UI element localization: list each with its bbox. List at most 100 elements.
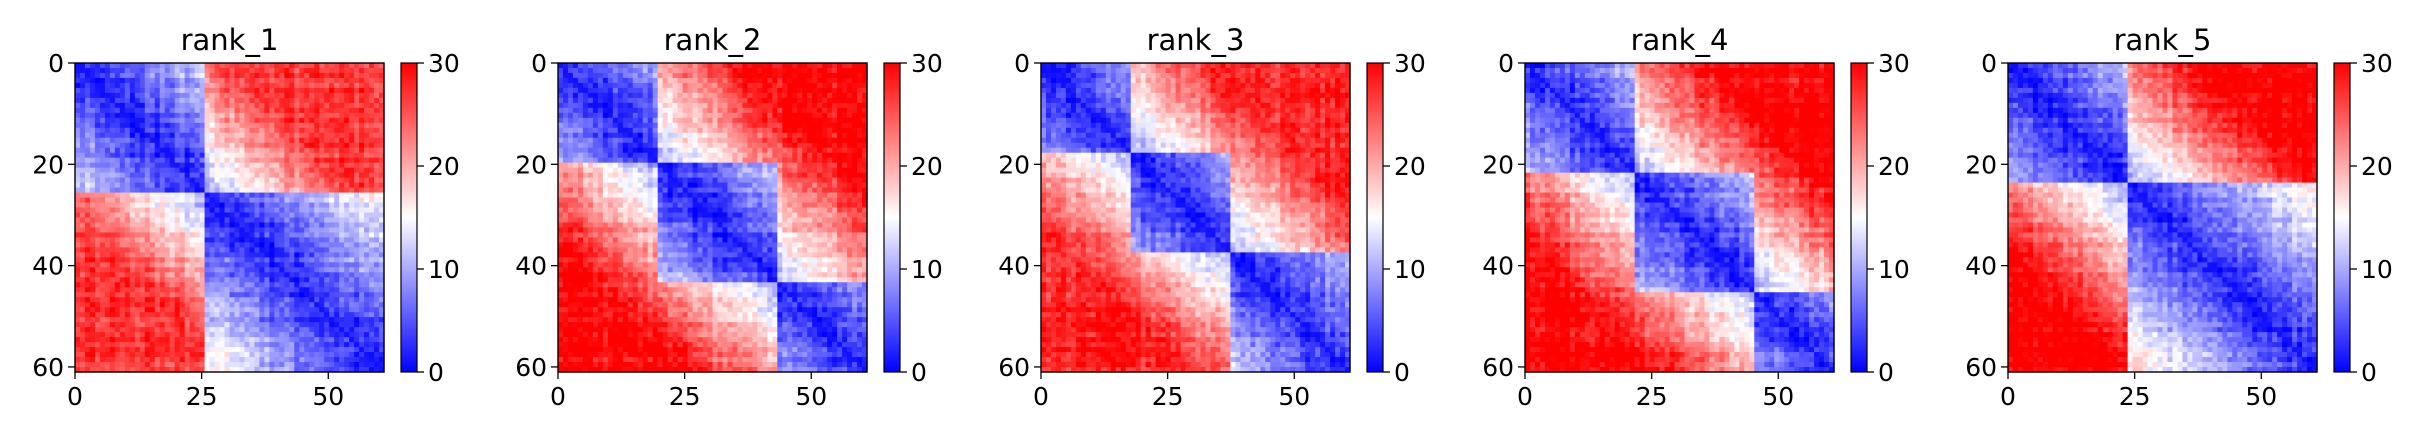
heatmap-cell: [359, 237, 365, 243]
heatmap-cell: [249, 327, 255, 333]
heatmap-cell: [130, 78, 136, 84]
heatmap-cell: [817, 103, 823, 109]
heatmap-cell: [190, 322, 196, 328]
heatmap-cell: [369, 282, 375, 288]
heatmap-cell: [349, 143, 355, 149]
heatmap-cell: [160, 103, 166, 109]
heatmap-cell: [563, 123, 569, 129]
heatmap-cell: [787, 118, 793, 124]
heatmap-cell: [603, 88, 609, 94]
heatmap-cell: [717, 63, 723, 69]
heatmap-cell: [195, 257, 201, 263]
heatmap-cell: [200, 78, 206, 84]
heatmap-cell: [115, 78, 121, 84]
heatmap-cell: [374, 267, 380, 273]
heatmap-cell: [349, 352, 355, 358]
heatmap-cell: [239, 163, 245, 169]
heatmap-cell: [309, 88, 315, 94]
heatmap-cell: [364, 327, 370, 333]
heatmap-cell: [294, 158, 300, 164]
heatmap-cell: [234, 143, 240, 149]
heatmap-cell: [135, 297, 141, 303]
heatmap-cell: [230, 193, 236, 199]
heatmap-cell: [344, 277, 350, 283]
heatmap-cell: [354, 347, 360, 353]
heatmap-cell: [334, 193, 340, 199]
heatmap-cell: [588, 68, 594, 74]
heatmap-cells: [558, 63, 868, 373]
heatmap-cell: [284, 188, 290, 194]
heatmap-cell: [842, 133, 848, 139]
heatmap-cell: [175, 342, 181, 348]
heatmap-cell: [847, 98, 853, 104]
heatmap-cell: [334, 222, 340, 228]
heatmap-cell: [359, 218, 365, 224]
heatmap-cell: [210, 208, 216, 214]
heatmap-cell: [200, 297, 206, 303]
heatmap-cell: [344, 153, 350, 159]
heatmap-cell: [100, 327, 106, 333]
heatmap-cell: [279, 78, 285, 84]
heatmap-cell: [80, 68, 86, 74]
heatmap-cell: [822, 133, 828, 139]
heatmap-cell: [334, 78, 340, 84]
heatmap-cell: [200, 347, 206, 353]
heatmap-cell: [344, 237, 350, 243]
heatmap-cell: [369, 88, 375, 94]
heatmap-cell: [722, 113, 728, 119]
heatmap-cell: [130, 257, 136, 263]
heatmap-cell: [837, 78, 843, 84]
heatmap-cell: [95, 73, 101, 79]
heatmap-cell: [359, 322, 365, 328]
heatmap-cell: [254, 103, 260, 109]
heatmap-cell: [324, 98, 330, 104]
heatmap-cell: [364, 63, 370, 69]
heatmap-cell: [787, 78, 793, 84]
heatmap-cell: [80, 312, 86, 318]
heatmap-cell: [165, 347, 171, 353]
heatmap-cell: [234, 198, 240, 204]
heatmap-cell: [339, 178, 345, 184]
heatmap-cell: [299, 232, 305, 238]
heatmap-cell: [279, 352, 285, 358]
heatmap-cell: [369, 178, 375, 184]
heatmap-cell: [90, 337, 96, 343]
heatmap-cell: [274, 133, 280, 139]
heatmap-cell: [210, 178, 216, 184]
heatmap-cell: [772, 88, 778, 94]
heatmap-cell: [329, 133, 335, 139]
heatmap-cell: [239, 203, 245, 209]
heatmap-cell: [135, 257, 141, 263]
heatmap-cell: [598, 93, 604, 99]
heatmap-cell: [319, 337, 325, 343]
heatmap-cell: [145, 73, 151, 79]
heatmap-cell: [364, 237, 370, 243]
heatmap-cell: [90, 362, 96, 368]
heatmap-cell: [220, 188, 226, 194]
heatmap-cell: [190, 138, 196, 144]
heatmap-cell: [150, 352, 156, 358]
heatmap-cell: [274, 272, 280, 278]
heatmap-cell: [264, 342, 270, 348]
heatmap-cell: [653, 138, 659, 144]
heatmap-cell: [239, 78, 245, 84]
heatmap-cell: [85, 93, 91, 99]
heatmap-cell: [329, 118, 335, 124]
heatmap-cell: [185, 347, 191, 353]
heatmap-cell: [633, 88, 639, 94]
heatmap-cell: [842, 148, 848, 154]
heatmap-cell: [145, 292, 151, 298]
heatmap-cell: [284, 292, 290, 298]
heatmap-cell: [802, 93, 808, 99]
heatmap-cell: [160, 317, 166, 323]
heatmap-cell: [598, 118, 604, 124]
heatmap-cell: [324, 143, 330, 149]
heatmap-cell: [254, 232, 260, 238]
heatmap-cell: [837, 138, 843, 144]
heatmap-cell: [225, 108, 231, 114]
heatmap-cell: [254, 237, 260, 243]
heatmap-cell: [165, 78, 171, 84]
heatmap-cell: [95, 138, 101, 144]
heatmap-cell: [100, 347, 106, 353]
heatmap-cell: [259, 292, 265, 298]
